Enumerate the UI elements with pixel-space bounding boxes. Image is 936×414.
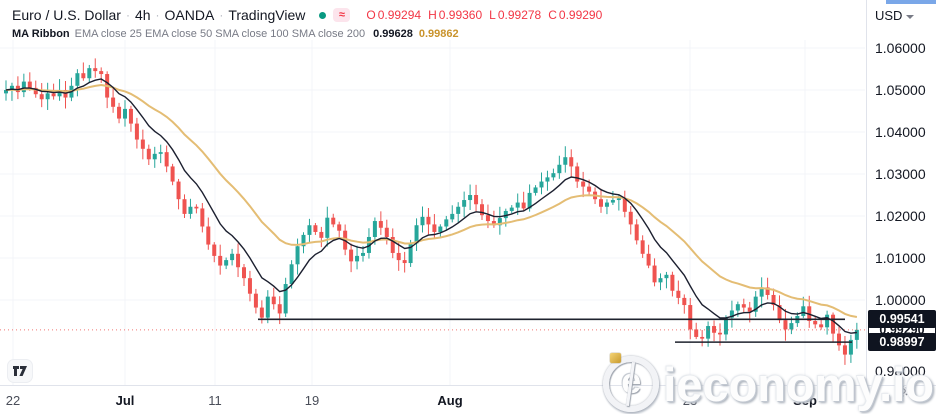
- indicator-params: EMA close 25 EMA close 50 SMA close 100 …: [74, 28, 366, 40]
- low-value: 0.99278: [497, 8, 542, 22]
- platform-label: TradingView: [228, 7, 306, 23]
- open-value: 0.99294: [377, 8, 422, 22]
- axis-currency-label: USD: [875, 8, 903, 23]
- separator: ·: [155, 8, 160, 22]
- time-tick-label: Aug: [437, 393, 463, 408]
- price-tick-label: 1.04000: [875, 124, 926, 140]
- axis-settings-gear-icon[interactable]: [896, 384, 910, 403]
- chevron-down-icon: [906, 14, 915, 19]
- price-tick-label: 1.02000: [875, 208, 926, 224]
- indicator-value-dark: 0.99628: [373, 28, 413, 40]
- exchange-label: OANDA: [164, 7, 215, 23]
- indicator-name[interactable]: MA Ribbon: [12, 28, 70, 40]
- time-tick-label: 23: [682, 393, 698, 408]
- tradingview-logo[interactable]: [8, 360, 32, 382]
- level-price-label: 0.98997: [868, 333, 936, 352]
- tradingview-logo-icon: [13, 366, 27, 376]
- separator: ·: [219, 8, 224, 22]
- price-tick-label: 1.03000: [875, 166, 926, 182]
- price-tick-label: 1.01000: [875, 250, 926, 266]
- top-right-blue-strip: [886, 0, 936, 4]
- separator: ·: [125, 8, 130, 22]
- close-label: C: [548, 8, 557, 22]
- low-label: L: [489, 8, 496, 22]
- time-tick-label: 22: [5, 393, 21, 408]
- price-axis[interactable]: USD 1.06000 1.05000 1.04000 1.03000 1.02000 1…: [866, 0, 936, 397]
- close-value: 0.99290: [558, 8, 603, 22]
- indicator-value-orange: 0.99862: [418, 28, 459, 40]
- high-value: 0.99360: [438, 8, 483, 22]
- price-tick-label: 1.05000: [875, 82, 926, 98]
- price-tick-label: 1.06000: [875, 40, 926, 56]
- axis-currency-menu[interactable]: USD: [875, 8, 915, 23]
- price-tick-label: 0.98000: [875, 363, 926, 379]
- time-axis[interactable]: 22 Jul 11 19 Aug 23 Sep: [0, 385, 936, 414]
- time-tick-label: 19: [304, 393, 320, 408]
- ohlc-values: O 0.99294 H 0.99360 L 0.99278 C 0.99290: [366, 8, 604, 22]
- price-tick-label: 1.00000: [875, 292, 926, 308]
- market-status-icon: [319, 11, 327, 19]
- high-label: H: [428, 8, 437, 22]
- interval-label[interactable]: 4h: [134, 7, 151, 23]
- flag-symbol-icon[interactable]: ≈: [333, 8, 351, 22]
- level-price-label: 0.99541: [868, 310, 936, 329]
- time-tick-label: 11: [208, 393, 222, 408]
- time-tick-label: Jul: [115, 393, 135, 408]
- chart-legend: Euro / U.S. Dollar · 4h · OANDA · Tradin…: [12, 6, 604, 41]
- symbol-title[interactable]: Euro / U.S. Dollar: [12, 7, 121, 23]
- time-tick-label: Sep: [793, 393, 817, 408]
- open-label: O: [366, 8, 376, 22]
